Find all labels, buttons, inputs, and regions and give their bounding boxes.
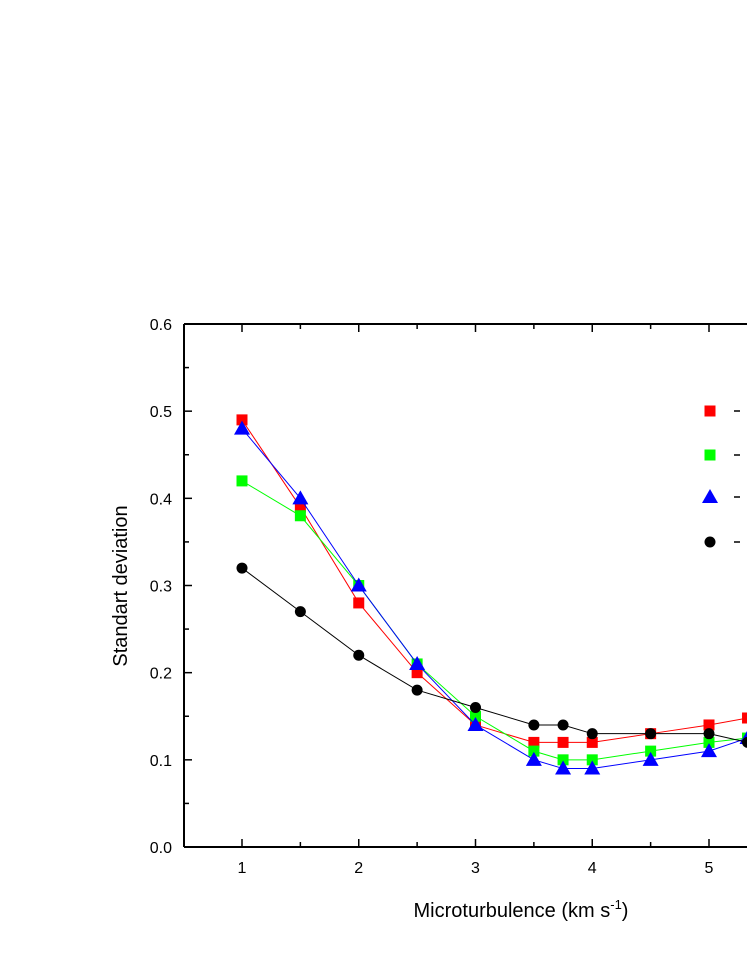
data-point [294, 606, 306, 618]
data-point [528, 719, 540, 731]
data-point [557, 736, 569, 748]
legend-item-3 [702, 489, 740, 503]
data-point [470, 702, 481, 714]
y-tick-label: 0.1 [150, 753, 172, 770]
y-tick-label: 0.4 [150, 491, 172, 508]
data-point [555, 760, 572, 775]
data-point [411, 667, 423, 679]
data-point [742, 712, 747, 724]
data-point [350, 577, 367, 592]
series-2 [236, 475, 747, 766]
data-point [703, 728, 715, 740]
data-point [236, 414, 248, 426]
y-tick-label: 0.0 [150, 840, 172, 857]
x-tick-label: 3 [471, 860, 480, 877]
series-line [241, 428, 747, 770]
series-4 [236, 562, 747, 748]
data-point [236, 562, 248, 574]
legend-item-4 [704, 536, 740, 548]
series-3 [234, 420, 747, 775]
legend-item-1 [704, 405, 740, 417]
data-point [642, 751, 659, 766]
data-point [236, 475, 248, 487]
y-tick-label: 0.2 [150, 666, 172, 683]
x-axis-title: Microturbulence (km s-1) [414, 897, 629, 922]
data-point [353, 597, 365, 609]
data-point [470, 710, 481, 722]
axis-ticks [184, 323, 710, 848]
x-axis-title-sup: -1 [610, 897, 622, 912]
data-point [645, 745, 657, 757]
data-point [645, 728, 657, 740]
legend-symbol [704, 449, 716, 461]
data-point [528, 745, 540, 757]
legend-item-2 [704, 449, 740, 461]
data-point [557, 719, 569, 731]
x-tick-label: 1 [238, 860, 247, 877]
data-point [467, 716, 484, 731]
x-tick-label: 5 [705, 860, 714, 877]
series-line [241, 480, 747, 761]
x-axis-title-main: Microturbulence (km s [414, 900, 611, 922]
data-point [742, 736, 747, 748]
y-tick-label: 0.3 [150, 579, 172, 596]
data-point [294, 501, 306, 513]
plot-axes [183, 323, 747, 848]
data-point [528, 736, 540, 748]
x-axis-title-close: ) [622, 900, 629, 922]
data-point [525, 751, 542, 766]
legend [702, 405, 740, 548]
data-point [409, 655, 426, 670]
data-point [353, 649, 365, 661]
legend-symbol [704, 536, 716, 548]
y-tick-label: 0.6 [150, 317, 172, 334]
data-point [701, 743, 717, 758]
data-point [586, 728, 598, 740]
data-point [234, 420, 250, 435]
y-axis-title: Standart deviation [110, 505, 132, 666]
tick-labels: 1 2 3 4 5 0.0 0.1 0.2 0.3 0.4 0.5 0.6 [150, 317, 714, 877]
data-point [294, 510, 306, 522]
x-tick-label: 4 [588, 860, 597, 877]
data-point [586, 754, 598, 766]
series-layer [234, 414, 747, 775]
legend-symbol [704, 405, 716, 417]
series-line [241, 567, 747, 743]
data-point [703, 719, 715, 731]
x-tick-label: 2 [354, 860, 363, 877]
legend-symbol [702, 489, 718, 503]
data-point [703, 736, 715, 748]
data-point [557, 754, 569, 766]
data-point [292, 490, 309, 505]
data-point [584, 760, 601, 775]
data-point [586, 736, 598, 748]
series-1 [236, 414, 747, 748]
y-tick-label: 0.5 [150, 404, 172, 421]
series-line [241, 419, 747, 743]
data-point [411, 684, 423, 696]
